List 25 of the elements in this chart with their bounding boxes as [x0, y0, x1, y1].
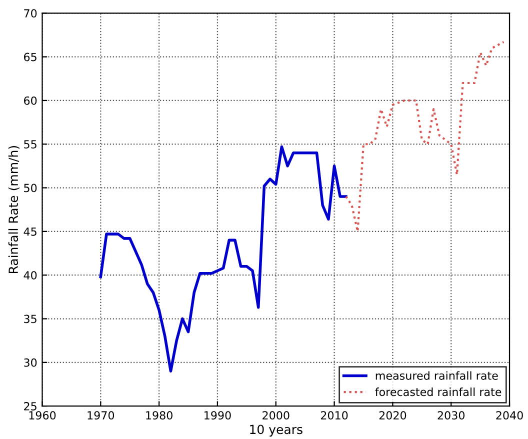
y-tick-label: 60	[24, 96, 37, 105]
x-tick-label: 1990	[204, 411, 231, 420]
y-tick-label: 70	[24, 9, 37, 18]
x-tick-label: 2000	[262, 411, 290, 420]
x-axis-title: 10 years	[250, 424, 302, 437]
x-tick-label: 1960	[29, 411, 56, 420]
x-tick-label: 2040	[496, 411, 523, 420]
y-tick-label: 45	[24, 228, 36, 236]
x-tick-label: 1980	[146, 411, 172, 420]
y-tick-label: 30	[24, 358, 37, 367]
y-tick-label: 55	[24, 140, 36, 149]
y-tick-label: 25	[24, 402, 36, 410]
x-tick-label: 1970	[88, 411, 114, 420]
line-series	[344, 40, 505, 232]
line-series	[99, 145, 348, 373]
legend-label: measured rainfall rate	[376, 371, 498, 380]
y-tick-label: 40	[24, 271, 37, 280]
y-tick-label: 65	[24, 52, 36, 62]
legend-label: forecasted rainfall rate	[375, 388, 502, 396]
x-tick-label: 2030	[438, 411, 465, 420]
x-tick-label: 2010	[320, 411, 348, 420]
y-axis-title: Rainfall Rate (mm/h)	[8, 146, 20, 274]
y-tick-label: 35	[24, 314, 36, 324]
x-tick-label: 2020	[379, 411, 406, 420]
y-tick-label: 50	[24, 184, 37, 192]
